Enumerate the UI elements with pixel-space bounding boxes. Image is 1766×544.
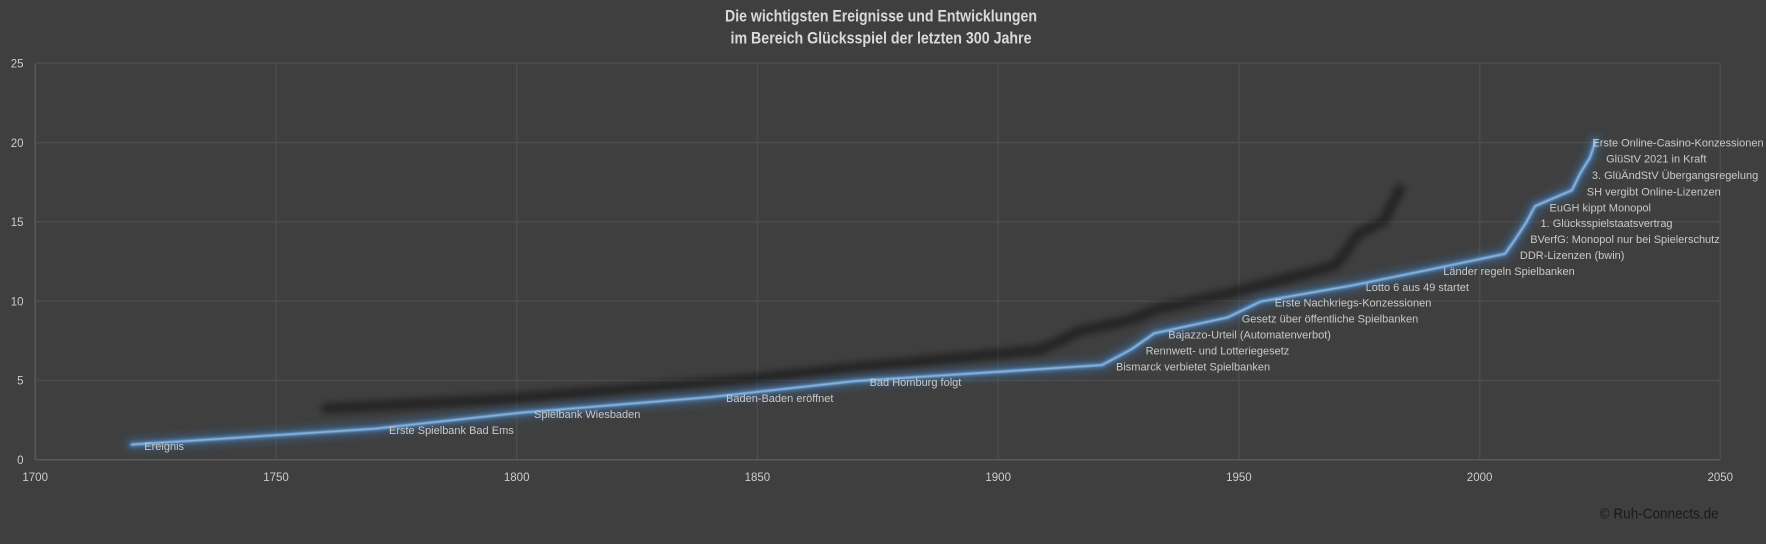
svg-text:GlüStV 2021 in Kraft: GlüStV 2021 in Kraft [1606, 154, 1706, 166]
svg-text:Länder regeln Spielbanken: Länder regeln Spielbanken [1443, 266, 1575, 278]
svg-text:3. GlüÄndStV Übergangsregelung: 3. GlüÄndStV Übergangsregelung [1592, 170, 1758, 182]
svg-text:Spielbank Wiesbaden: Spielbank Wiesbaden [534, 409, 640, 421]
svg-text:SH vergibt Online-Lizenzen: SH vergibt Online-Lizenzen [1587, 186, 1721, 198]
svg-text:Rennwett- und Lotteriegesetz: Rennwett- und Lotteriegesetz [1146, 345, 1290, 357]
svg-text:1. Glücksspielstaatsvertrag: 1. Glücksspielstaatsvertrag [1541, 218, 1673, 230]
svg-text:im Bereich Glücksspiel der let: im Bereich Glücksspiel der letzten 300 J… [731, 29, 1032, 48]
svg-text:10: 10 [11, 296, 24, 308]
svg-text:1800: 1800 [504, 472, 530, 484]
svg-text:Lotto 6 aus 49 startet: Lotto 6 aus 49 startet [1366, 282, 1469, 294]
svg-text:Baden-Baden eröffnet: Baden-Baden eröffnet [726, 393, 833, 405]
svg-text:1750: 1750 [263, 472, 289, 484]
svg-text:0: 0 [17, 455, 23, 467]
svg-text:15: 15 [11, 217, 24, 229]
svg-text:Erste Nachkriegs-Konzessionen: Erste Nachkriegs-Konzessionen [1275, 298, 1432, 310]
svg-text:1850: 1850 [745, 472, 771, 484]
svg-text:1950: 1950 [1226, 472, 1252, 484]
svg-text:5: 5 [17, 376, 23, 388]
svg-text:Die wichtigsten Ereignisse und: Die wichtigsten Ereignisse und Entwicklu… [725, 7, 1037, 26]
svg-text:Erste Online-Casino-Konzession: Erste Online-Casino-Konzessionen [1592, 138, 1763, 150]
svg-text:Bad Homburg folgt: Bad Homburg folgt [870, 377, 962, 389]
svg-text:EuGH kippt Monopol: EuGH kippt Monopol [1550, 202, 1652, 214]
svg-text:Erste Spielbank Bad Ems: Erste Spielbank Bad Ems [389, 425, 514, 437]
svg-text:Gesetz über öffentliche Spielb: Gesetz über öffentliche Spielbanken [1242, 314, 1419, 326]
svg-text:Bismarck verbietet Spielbanken: Bismarck verbietet Spielbanken [1116, 361, 1270, 373]
svg-text:© Ruh-Connects.de: © Ruh-Connects.de [1600, 506, 1719, 523]
svg-text:BVerfG: Monopol nur bei Spiele: BVerfG: Monopol nur bei Spielerschutz [1530, 234, 1720, 246]
svg-text:1900: 1900 [985, 472, 1011, 484]
svg-text:2050: 2050 [1708, 472, 1734, 484]
svg-text:20: 20 [11, 138, 24, 150]
svg-text:25: 25 [11, 59, 24, 71]
svg-text:Ereignis: Ereignis [144, 441, 184, 453]
svg-text:1700: 1700 [22, 472, 48, 484]
svg-text:2000: 2000 [1467, 472, 1493, 484]
svg-text:DDR-Lizenzen (bwin): DDR-Lizenzen (bwin) [1520, 250, 1625, 262]
svg-text:Bajazzo-Urteil (Automatenverbo: Bajazzo-Urteil (Automatenverbot) [1168, 330, 1331, 342]
